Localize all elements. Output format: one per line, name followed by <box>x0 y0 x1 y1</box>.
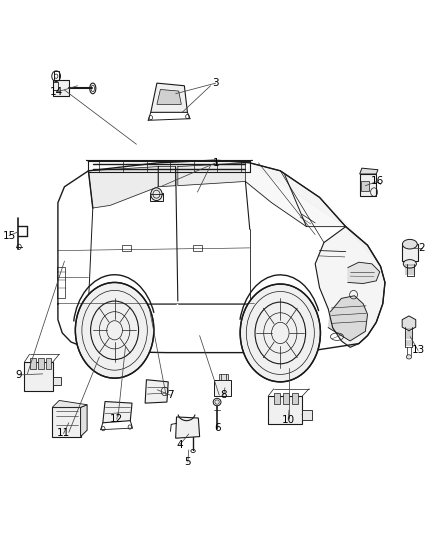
Bar <box>52 407 81 437</box>
Polygon shape <box>145 379 168 403</box>
Polygon shape <box>328 296 367 341</box>
Text: 9: 9 <box>15 370 22 380</box>
Circle shape <box>75 282 154 378</box>
Bar <box>30 359 35 369</box>
Ellipse shape <box>406 355 412 359</box>
Bar <box>150 192 163 201</box>
Bar <box>53 376 60 385</box>
Bar <box>292 393 298 403</box>
Polygon shape <box>151 83 187 112</box>
Bar <box>53 80 69 96</box>
Polygon shape <box>245 163 346 227</box>
Bar <box>219 374 228 380</box>
Bar <box>193 245 202 251</box>
Polygon shape <box>103 401 132 423</box>
Polygon shape <box>250 163 381 266</box>
Polygon shape <box>176 417 200 438</box>
Bar <box>57 266 65 298</box>
Bar <box>402 244 418 261</box>
Ellipse shape <box>403 239 417 249</box>
Ellipse shape <box>151 188 162 200</box>
Polygon shape <box>360 168 378 174</box>
Text: 2: 2 <box>419 243 425 253</box>
Bar <box>53 71 59 80</box>
Text: 6: 6 <box>215 423 221 433</box>
Bar <box>360 174 376 196</box>
Text: 4: 4 <box>177 440 184 450</box>
Bar <box>283 393 289 403</box>
Polygon shape <box>157 90 181 104</box>
Bar <box>302 410 312 419</box>
Bar <box>214 380 231 396</box>
Polygon shape <box>402 316 416 331</box>
Bar <box>360 181 369 191</box>
Text: 14: 14 <box>50 87 63 97</box>
Polygon shape <box>81 405 87 437</box>
Bar <box>268 396 302 424</box>
Text: 15: 15 <box>3 231 16 241</box>
Circle shape <box>240 284 321 382</box>
Polygon shape <box>348 262 380 284</box>
Text: 12: 12 <box>110 414 124 424</box>
Polygon shape <box>315 227 385 348</box>
Text: 13: 13 <box>411 345 425 356</box>
Text: 10: 10 <box>282 415 295 425</box>
Ellipse shape <box>403 260 417 268</box>
Text: 11: 11 <box>57 429 70 439</box>
Text: 5: 5 <box>184 457 191 467</box>
Bar <box>38 359 43 369</box>
Bar <box>25 362 53 391</box>
Polygon shape <box>52 400 87 407</box>
Ellipse shape <box>213 398 221 406</box>
Polygon shape <box>88 166 158 208</box>
Polygon shape <box>178 163 245 185</box>
Text: 3: 3 <box>212 78 219 88</box>
Text: 1: 1 <box>212 158 219 168</box>
Text: 8: 8 <box>220 390 227 400</box>
Bar <box>46 359 51 369</box>
Bar <box>53 82 58 90</box>
Polygon shape <box>158 166 176 187</box>
Bar <box>123 245 131 251</box>
Bar <box>274 393 280 403</box>
Text: 7: 7 <box>167 390 174 400</box>
Text: 16: 16 <box>371 176 384 187</box>
